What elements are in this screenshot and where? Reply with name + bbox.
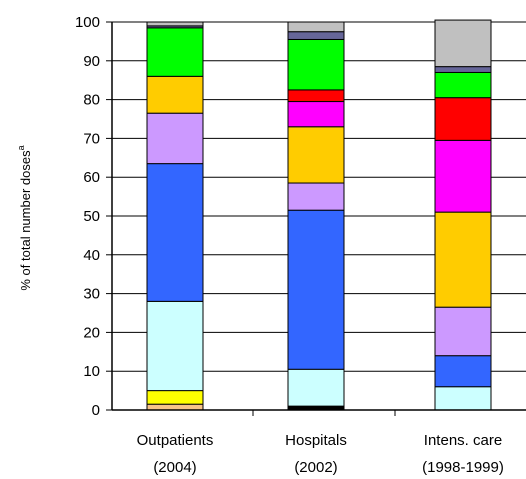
bar-segment bbox=[434, 71, 492, 99]
bar-segment bbox=[434, 66, 492, 73]
bar-segment bbox=[146, 112, 204, 165]
bar-segment bbox=[287, 31, 345, 40]
y-tick-label: 40 bbox=[83, 247, 100, 264]
x-category-label: Outpatients bbox=[137, 432, 214, 449]
y-tick-label: 30 bbox=[83, 286, 100, 303]
bar-segment bbox=[146, 390, 204, 405]
y-tick-label: 0 bbox=[92, 402, 100, 419]
x-category-sublabel: (2004) bbox=[153, 459, 196, 476]
axes bbox=[106, 21, 526, 416]
bar-segment bbox=[287, 368, 345, 407]
x-category-label: Hospitals bbox=[285, 432, 347, 449]
y-tick-label: 50 bbox=[83, 208, 100, 225]
bar-segment bbox=[146, 300, 204, 392]
y-tick-label: 100 bbox=[75, 14, 100, 31]
y-tick-label: 20 bbox=[83, 324, 100, 341]
bar-segment bbox=[287, 182, 345, 211]
bar-segment bbox=[146, 75, 204, 114]
bar-segment bbox=[434, 97, 492, 141]
bar-segment bbox=[287, 38, 345, 91]
y-axis-title: % of total number dosesa bbox=[16, 145, 33, 290]
bar-segment bbox=[287, 101, 345, 128]
bar-segment bbox=[287, 209, 345, 370]
bar-segment bbox=[434, 355, 492, 388]
bar-segment bbox=[287, 89, 345, 103]
y-tick-labels: 0 10 20 30 40 50 60 70 80 90 100 bbox=[75, 14, 100, 419]
bar-segment bbox=[434, 386, 492, 411]
bar-segment bbox=[287, 126, 345, 184]
y-tick-label: 70 bbox=[83, 130, 100, 147]
bar-segment bbox=[434, 306, 492, 357]
bars bbox=[146, 19, 492, 411]
x-category-sublabel: (1998-1999) bbox=[422, 459, 504, 476]
bar-segment bbox=[146, 403, 204, 411]
bar-segment bbox=[146, 27, 204, 77]
x-category-sublabel: (2002) bbox=[294, 459, 337, 476]
x-category-label: Intens. care bbox=[424, 432, 502, 449]
bar-segment bbox=[146, 21, 204, 27]
x-category-labels: Outpatients (2004) Hospitals (2002) Intens. … bbox=[137, 432, 504, 476]
y-tick-label: 80 bbox=[83, 92, 100, 109]
y-tick-label: 10 bbox=[83, 363, 100, 380]
bar-segment bbox=[146, 163, 204, 302]
y-tick-label: 90 bbox=[83, 53, 100, 70]
bar-segment bbox=[434, 211, 492, 308]
bar-segment bbox=[287, 21, 345, 33]
y-tick-label: 60 bbox=[83, 169, 100, 186]
bar-segment bbox=[434, 19, 492, 68]
bar-segment bbox=[434, 139, 492, 213]
